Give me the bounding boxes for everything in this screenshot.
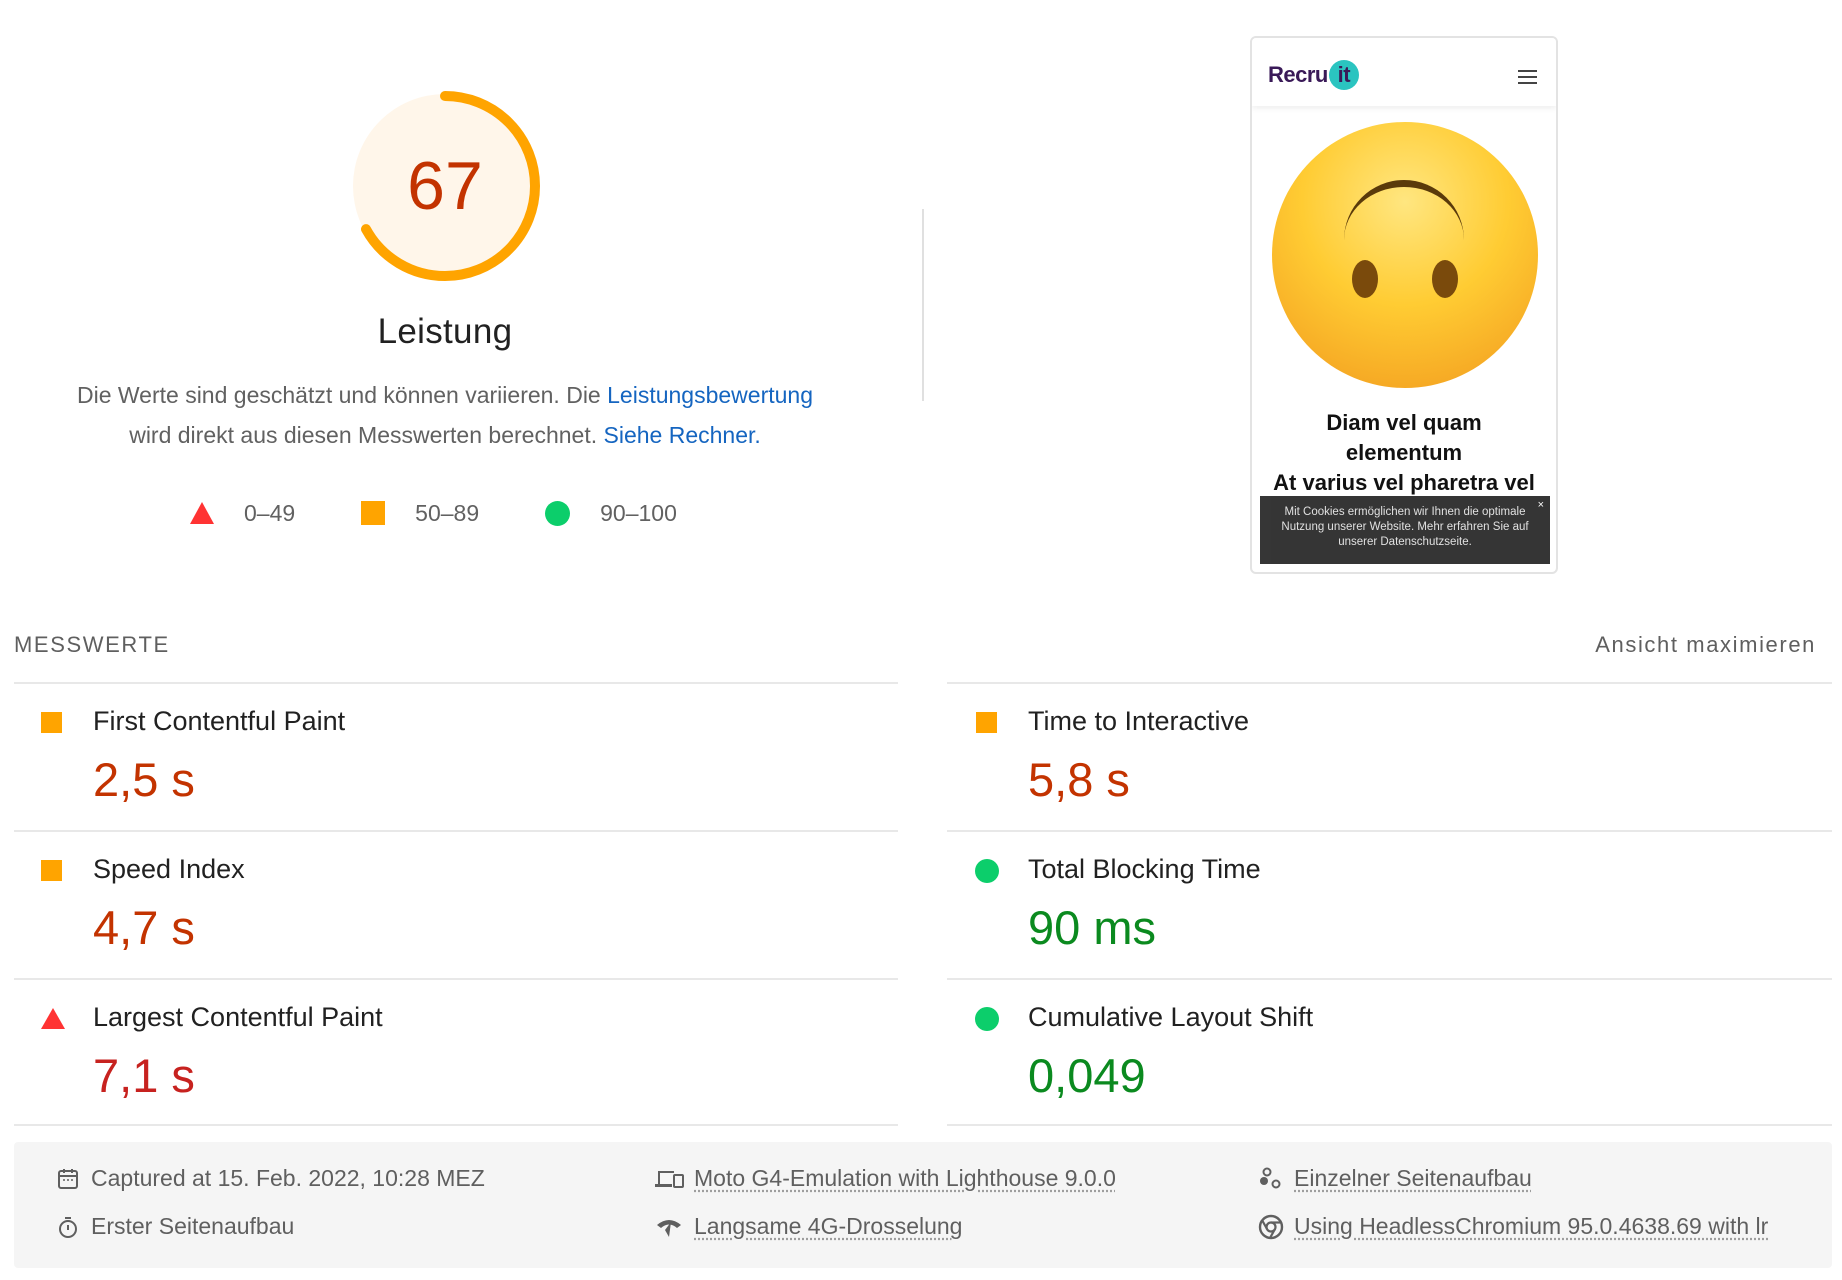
expand-view-toggle[interactable]: Ansicht maximieren (1595, 632, 1816, 657)
stopwatch-icon (55, 1214, 81, 1240)
divider (14, 978, 898, 980)
square-average-icon (976, 712, 997, 733)
metric-cumulative-layout-shift: Cumulative Layout Shift 0,049 (947, 980, 1832, 1126)
circle-pass-icon (975, 859, 999, 883)
chromium-icon (1258, 1214, 1284, 1240)
divider (14, 830, 898, 832)
heading-line: elementum (1345, 440, 1463, 465)
emoji-eye (1432, 260, 1458, 298)
metric-label: Time to Interactive (1028, 706, 1250, 736)
square-average-icon (361, 501, 386, 525)
metric-value: 0,049 (1028, 1049, 1146, 1102)
emoji-eye (1352, 260, 1378, 298)
divider (947, 978, 1832, 980)
metric-largest-contentful-paint: Largest Contentful Paint 7,1 s (0, 980, 898, 1126)
metric-total-blocking-time: Total Blocking Time 90 ms (947, 832, 1832, 978)
footer-text: Captured at 15. Feb. 2022, 10:28 MEZ (91, 1165, 485, 1191)
legend-range: 0–49 (244, 499, 296, 526)
divider (14, 1124, 898, 1126)
footer-link[interactable]: Einzelner Seitenaufbau (1294, 1165, 1532, 1191)
logo-badge: it (1328, 60, 1359, 90)
triangle-fail-icon (41, 1008, 65, 1029)
metric-label: Cumulative Layout Shift (1028, 1002, 1314, 1032)
metric-speed-index: Speed Index 4,7 s (0, 832, 898, 978)
triangle-fail-icon (190, 502, 214, 524)
metric-time-to-interactive: Time to Interactive 5,8 s (947, 684, 1832, 830)
footer-network-throttling[interactable]: Langsame 4G-Drosselung (654, 1213, 962, 1240)
metric-value: 4,7 s (93, 901, 195, 954)
square-average-icon (41, 860, 62, 881)
metric-value: 2,5 s (93, 753, 195, 806)
performance-score-link[interactable]: Leistungsbewertung (607, 382, 813, 408)
heading-line: Diam vel quam (1326, 410, 1482, 435)
score-legend: 0–49 50–89 90–100 (190, 496, 743, 530)
calendar-icon (55, 1166, 81, 1192)
site-header: Recru it (1252, 38, 1556, 106)
legend-range: 50–89 (415, 499, 480, 526)
footer-text: Erster Seitenaufbau (91, 1213, 295, 1239)
footer-link[interactable]: Using HeadlessChromium 95.0.4638.69 with… (1294, 1213, 1769, 1239)
circle-pass-icon (975, 1007, 999, 1031)
devices-icon (654, 1166, 684, 1192)
vertical-divider (922, 209, 924, 401)
site-logo: Recru it (1268, 60, 1359, 90)
cookie-text: unserer Datenschutzseite. (1338, 536, 1472, 548)
footer-device-emulation[interactable]: Moto G4-Emulation with Lighthouse 9.0.0 (654, 1165, 1116, 1192)
site-heading: Diam vel quam elementum At varius vel ph… (1252, 408, 1556, 498)
category-title: Leistung (377, 312, 513, 351)
legend-average: 50–89 (361, 500, 479, 527)
square-average-icon (41, 712, 62, 733)
logo-text: Recru (1268, 62, 1328, 87)
score-value: 67 (407, 148, 483, 224)
legend-range: 90–100 (600, 499, 677, 526)
divider (947, 1124, 1832, 1126)
cookie-text: Mit Cookies ermöglichen wir Ihnen die op… (1284, 506, 1526, 518)
description-text-2: wird direkt aus diesen Messwerten berech… (129, 422, 604, 448)
divider (14, 682, 898, 684)
metric-label: Largest Contentful Paint (93, 1002, 383, 1032)
single-page-load-icon (1258, 1166, 1284, 1192)
cookie-text: Nutzung unserer Website. Mehr erfahren S… (1281, 521, 1529, 533)
footer-link[interactable]: Langsame 4G-Drosselung (694, 1213, 963, 1239)
cookie-banner: × Mit Cookies ermöglichen wir Ihnen die … (1260, 496, 1550, 564)
metric-value: 90 ms (1028, 901, 1156, 954)
metric-label: Total Blocking Time (1028, 854, 1261, 884)
emoji-mouth (1344, 180, 1464, 240)
metric-value: 7,1 s (93, 1049, 195, 1102)
hamburger-icon (1518, 70, 1537, 88)
network-throttle-icon (654, 1214, 684, 1240)
footer-capture-time: Captured at 15. Feb. 2022, 10:28 MEZ (55, 1165, 485, 1192)
divider (947, 830, 1832, 832)
description-text-1: Die Werte sind geschätzt und können vari… (76, 382, 608, 408)
circle-pass-icon (545, 500, 571, 526)
run-info-footer (14, 1142, 1832, 1268)
legend-fail: 0–49 (190, 500, 295, 527)
close-icon: × (1537, 499, 1544, 511)
metric-value: 5,8 s (1028, 753, 1130, 806)
score-gauge (345, 86, 545, 286)
divider (947, 682, 1832, 684)
footer-load-type: Erster Seitenaufbau (55, 1213, 294, 1240)
metric-first-contentful-paint: First Contentful Paint 2,5 s (0, 684, 898, 830)
metric-label: First Contentful Paint (93, 706, 346, 736)
gauge-ring (350, 91, 540, 281)
score-description: Die Werte sind geschätzt und können vari… (40, 375, 850, 455)
footer-browser-version[interactable]: Using HeadlessChromium 95.0.4638.69 with… (1258, 1213, 1768, 1240)
legend-pass: 90–100 (545, 500, 677, 527)
upside-down-face-emoji (1272, 122, 1538, 388)
footer-link[interactable]: Moto G4-Emulation with Lighthouse 9.0.0 (694, 1165, 1116, 1191)
metric-label: Speed Index (93, 854, 245, 884)
final-screenshot[interactable]: Recru it Diam vel quam elementum At variu… (1250, 36, 1558, 574)
calculator-link[interactable]: Siehe Rechner. (603, 422, 761, 448)
heading-line: At varius vel pharetra vel (1273, 470, 1535, 495)
metrics-section-title: MESSWERTE (14, 632, 170, 657)
footer-page-load-mode[interactable]: Einzelner Seitenaufbau (1258, 1165, 1532, 1192)
